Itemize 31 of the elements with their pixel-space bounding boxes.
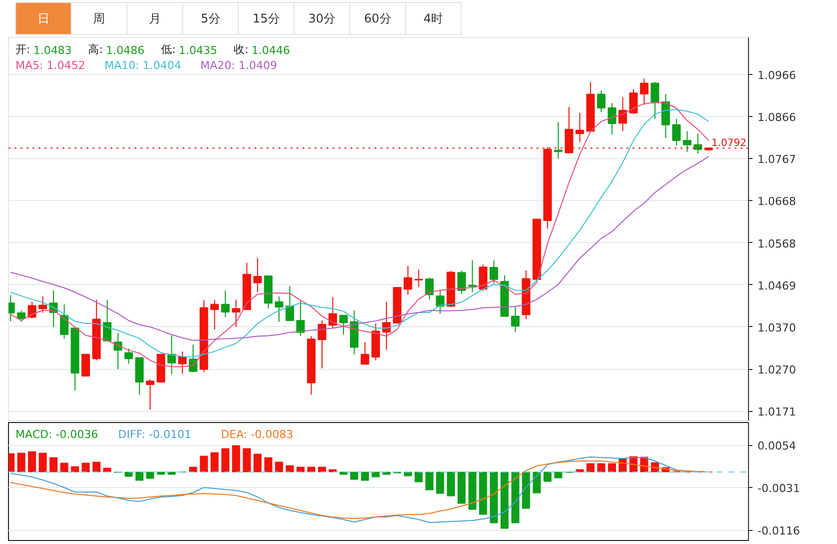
text: 30分: [308, 12, 336, 26]
y-tick-label: 1.0668: [758, 195, 796, 208]
text: 60分: [364, 12, 392, 26]
ref-line-label: 1.0792: [712, 138, 747, 150]
annotation: 收:1.0446: [234, 43, 290, 57]
y-tick-label: 1.0370: [758, 321, 796, 334]
text: 日: [37, 12, 50, 26]
text: MA10: 1.0404: [104, 59, 182, 72]
text: 周: [93, 12, 106, 26]
text: 15分: [252, 12, 280, 26]
y-tick-label: -0.0031: [758, 482, 800, 495]
text: 4时: [423, 12, 444, 26]
y-tick-label: -0.0116: [758, 524, 800, 538]
y-tick-label: 1.0767: [758, 153, 796, 166]
text: DEA: -0.0083: [220, 428, 294, 441]
annotation: 低:1.0435: [160, 43, 218, 57]
y-tick-label: 1.0270: [758, 364, 796, 377]
series-label: MACD: -0.0036: [16, 428, 98, 441]
annotation: 高:1.0486: [88, 43, 145, 57]
y-tick-label: 1.0171: [758, 406, 796, 419]
y-tick-label: 1.0866: [758, 111, 796, 124]
y-tick-label: 1.0469: [758, 279, 796, 292]
y-tick-label: 1.0966: [758, 68, 796, 82]
text: 月: [148, 12, 161, 26]
y-tick-label: 1.0568: [758, 237, 796, 250]
text: MA5: 1.0452: [16, 59, 86, 72]
annotation: 开:1.0483: [16, 43, 72, 57]
text: 5分: [200, 12, 220, 26]
y-tick-label: 0.0054: [758, 440, 796, 452]
text: MA20: 1.0409: [200, 59, 278, 72]
text: DIFF: -0.0101: [118, 428, 192, 441]
